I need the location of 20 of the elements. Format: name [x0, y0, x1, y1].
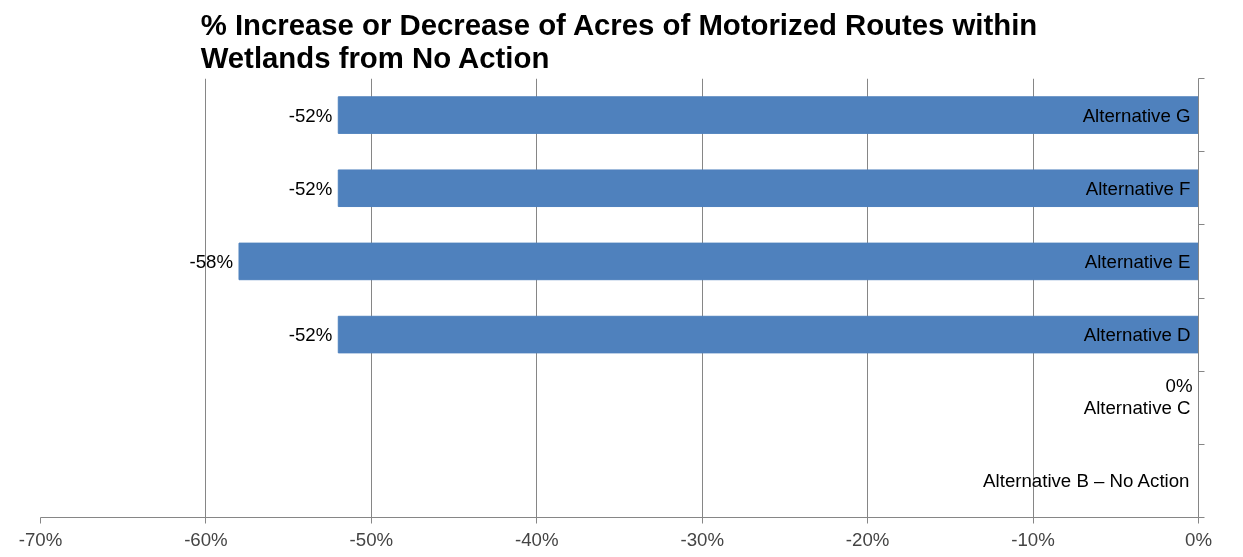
x-tick-label: -30%	[680, 528, 724, 550]
x-tick-label: -60%	[184, 528, 228, 550]
x-tick-label: -20%	[845, 528, 890, 550]
y-tick-label: Alternative C	[1083, 397, 1191, 419]
y-tick-label: Alternative D	[1083, 324, 1191, 346]
x-tick-label: 0%	[1185, 528, 1212, 550]
data-label: -52%	[288, 104, 333, 126]
x-tick-label: -50%	[349, 528, 394, 550]
x-tick-label: -70%	[18, 528, 63, 550]
chart-title: % Increase or Decrease of Acres of Motorized Routes within Wetlands from No Action	[200, 7, 1038, 74]
x-tick-label: -40%	[515, 528, 559, 550]
y-tick-label: Alternative F	[1085, 177, 1191, 199]
data-label: -58%	[189, 250, 234, 272]
y-tick-label: Alternative B – No Action	[983, 470, 1190, 492]
data-label: 0%	[1165, 375, 1193, 397]
data-label: -52%	[288, 324, 333, 346]
data-label: -52%	[288, 177, 333, 199]
x-tick-label: -10%	[1011, 528, 1055, 550]
y-tick-label: Alternative E	[1084, 250, 1191, 272]
y-tick-label: Alternative G	[1082, 104, 1191, 126]
